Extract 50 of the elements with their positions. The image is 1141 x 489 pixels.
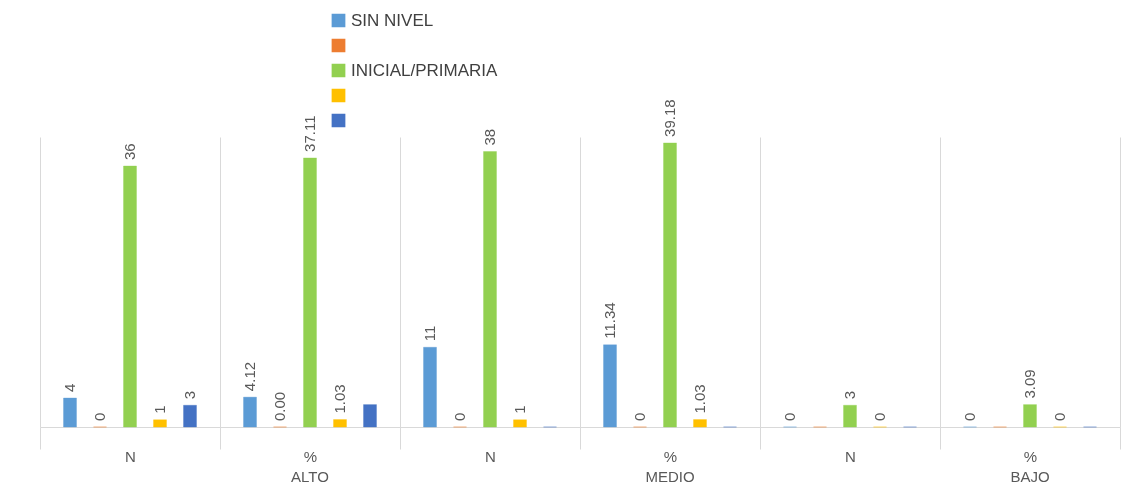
data-label: 37.11 <box>301 115 318 152</box>
bar <box>513 419 527 428</box>
text: BAJO <box>1010 468 1050 485</box>
data-label: 0 <box>451 412 468 421</box>
data-label: 1.03 <box>691 384 708 414</box>
data-label: 3 <box>841 390 858 400</box>
data-label: 39.18 <box>661 99 678 137</box>
x-tick-label: % <box>303 447 318 465</box>
data-label: 1 <box>151 405 168 414</box>
data-label: 1.03 <box>331 384 348 414</box>
bar <box>333 419 347 428</box>
text: ALTO <box>291 468 329 485</box>
data-label: 0 <box>1051 412 1068 421</box>
data-label: 36 <box>121 143 138 160</box>
data-label: 0 <box>961 412 978 421</box>
data-label: 4 <box>61 383 78 392</box>
x-tick-label: N <box>125 447 136 465</box>
x-tick-label: N <box>845 447 856 465</box>
bar <box>183 404 197 428</box>
data-label: 38 <box>481 128 498 146</box>
legend-label: SIN NIVEL <box>351 10 434 30</box>
data-label: 0 <box>91 412 108 421</box>
bar <box>423 346 437 428</box>
bar <box>363 404 377 428</box>
bar <box>123 165 137 428</box>
bar <box>663 142 677 428</box>
bar <box>63 397 77 428</box>
legend-label: INICIAL/PRIMARIA <box>351 60 499 80</box>
bar <box>693 419 707 428</box>
x-tick-label: N <box>485 447 496 465</box>
bar <box>1023 404 1037 428</box>
bar <box>603 344 617 428</box>
x-tick-label: % <box>1023 447 1038 465</box>
data-label: 0 <box>781 412 798 421</box>
data-label: 0 <box>631 412 648 421</box>
data-label: 11.34 <box>601 302 618 339</box>
x-tick-label: % <box>663 447 678 465</box>
bar <box>243 396 257 428</box>
data-label: 3 <box>181 390 198 400</box>
data-label: 4.12 <box>241 361 258 392</box>
data-label: 3.09 <box>1021 369 1038 399</box>
bar <box>153 419 167 428</box>
text: MEDIO <box>645 468 695 485</box>
data-label: 1 <box>511 405 528 414</box>
bar <box>843 404 857 428</box>
bar <box>303 157 317 428</box>
data-label: 11 <box>421 325 438 342</box>
data-label: 0.00 <box>271 391 288 421</box>
bar <box>483 151 497 428</box>
data-label: 0 <box>871 412 888 421</box>
